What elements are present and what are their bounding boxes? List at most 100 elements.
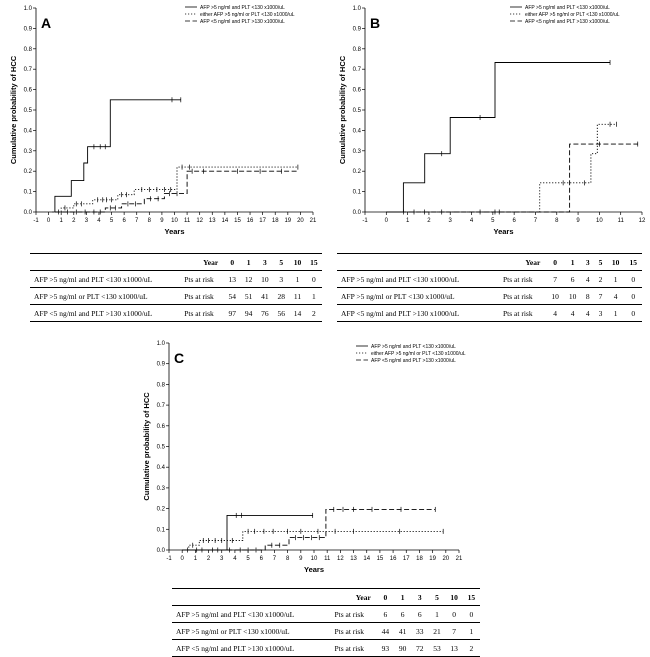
risk-c-cell: 72 bbox=[411, 639, 429, 657]
risk-table-b: Year 0 1 3 5 10 15 AFP >5 ng/ml and PLT … bbox=[337, 253, 642, 322]
risk-b-cell: 4 bbox=[581, 270, 595, 288]
x-tick-label: 20 bbox=[297, 218, 304, 224]
risk-a-year-label: Year bbox=[181, 253, 225, 271]
x-tick-label: 16 bbox=[390, 556, 397, 562]
x-tick-label: 2 bbox=[427, 218, 431, 224]
x-tick-label: 10 bbox=[596, 218, 603, 224]
x-tick-label: 3 bbox=[449, 218, 453, 224]
risk-c-year: 1 bbox=[393, 588, 412, 606]
risk-c-pts-label: Pts at risk bbox=[331, 622, 377, 640]
risk-c-year: 15 bbox=[462, 588, 480, 606]
risk-a-year: 5 bbox=[273, 253, 290, 271]
x-tick-label: 21 bbox=[310, 218, 317, 224]
risk-a-cell: 1 bbox=[305, 287, 322, 305]
x-tick-label: 4 bbox=[233, 556, 237, 562]
km-curve-solid bbox=[386, 62, 610, 213]
risk-a-blank bbox=[30, 253, 182, 271]
x-axis-label: Years bbox=[304, 565, 324, 574]
x-tick-label: 7 bbox=[534, 218, 538, 224]
x-tick-label: 15 bbox=[377, 556, 384, 562]
y-axis-label: Cumulative probability of HCC bbox=[142, 392, 151, 501]
risk-b-cell: 10 bbox=[546, 287, 564, 305]
risk-a-cell: 97 bbox=[224, 304, 241, 322]
risk-a-cell: 51 bbox=[240, 287, 257, 305]
risk-c-cell: 6 bbox=[411, 605, 429, 623]
y-tick-label: 0.8 bbox=[157, 382, 166, 388]
x-tick-label: 9 bbox=[576, 218, 580, 224]
risk-c-row-label: AFP <5 ng/ml and PLT >130 x1000/uL bbox=[172, 639, 332, 657]
y-tick-label: 0.8 bbox=[24, 47, 33, 53]
risk-b-cell: 4 bbox=[563, 304, 582, 322]
risk-c-cell: 0 bbox=[445, 605, 463, 623]
risk-b-row-label: AFP <5 ng/ml and PLT >130 x1000/uL bbox=[337, 304, 500, 322]
risk-a-cell: 1 bbox=[289, 270, 306, 288]
x-tick-label: 6 bbox=[122, 218, 126, 224]
x-tick-label: 8 bbox=[148, 218, 152, 224]
risk-b-pts-label: Pts at risk bbox=[499, 270, 547, 288]
legend-entry: AFP >5 ng/ml and PLT <130 x1000/uL bbox=[200, 5, 285, 11]
risk-b-pts-label: Pts at risk bbox=[499, 287, 547, 305]
x-tick-label: 13 bbox=[209, 218, 216, 224]
x-tick-label: 0 bbox=[181, 556, 185, 562]
risk-c-pts-label: Pts at risk bbox=[331, 605, 377, 623]
legend-entry: AFP <5 ng/ml and PLT >130 x1000/uL bbox=[525, 19, 610, 25]
risk-table-c: Year 0 1 3 5 10 15 AFP >5 ng/ml and PLT … bbox=[172, 588, 480, 657]
y-tick-label: 0.1 bbox=[24, 190, 33, 196]
risk-a-cell: 2 bbox=[305, 304, 322, 322]
x-tick-label: 4 bbox=[470, 218, 474, 224]
y-tick-label: 0.4 bbox=[24, 128, 33, 134]
risk-c-cell: 7 bbox=[445, 622, 463, 640]
risk-c-row-label: AFP >5 ng/ml and PLT <130 x1000/uL bbox=[172, 605, 332, 623]
risk-c-year: 0 bbox=[376, 588, 394, 606]
x-tick-label: 5 bbox=[110, 218, 114, 224]
risk-c-cell: 33 bbox=[411, 622, 429, 640]
risk-c-cell: 53 bbox=[428, 639, 446, 657]
x-tick-label: 6 bbox=[512, 218, 516, 224]
risk-a-cell: 14 bbox=[289, 304, 306, 322]
km-curve-dashed bbox=[54, 170, 298, 213]
x-tick-label: 10 bbox=[171, 218, 178, 224]
x-tick-label: 21 bbox=[456, 556, 463, 562]
y-tick-label: 0.5 bbox=[353, 108, 362, 114]
risk-c-year: 5 bbox=[428, 588, 446, 606]
risk-c-cell: 6 bbox=[393, 605, 412, 623]
risk-c-cell: 41 bbox=[393, 622, 412, 640]
y-tick-label: 0.6 bbox=[157, 424, 166, 430]
risk-b-year: 10 bbox=[606, 253, 625, 271]
risk-b-cell: 1 bbox=[606, 304, 625, 322]
x-tick-label: 12 bbox=[639, 218, 646, 224]
x-tick-label: 0 bbox=[47, 218, 51, 224]
y-tick-label: 0.7 bbox=[157, 403, 166, 409]
risk-a-cell: 54 bbox=[224, 287, 241, 305]
x-tick-label: 1 bbox=[406, 218, 410, 224]
x-tick-label: 1 bbox=[60, 218, 64, 224]
x-tick-label: 18 bbox=[416, 556, 423, 562]
y-tick-label: 0.6 bbox=[353, 88, 362, 94]
risk-b-cell: 0 bbox=[624, 270, 642, 288]
x-tick-label: 11 bbox=[324, 556, 331, 562]
risk-a-row-label: AFP >5 ng/ml or PLT <130 x1000/uL bbox=[30, 287, 182, 305]
y-tick-label: 0.6 bbox=[24, 88, 33, 94]
risk-b-cell: 4 bbox=[581, 304, 595, 322]
x-tick-label: 2 bbox=[72, 218, 76, 224]
x-tick-label: 9 bbox=[160, 218, 164, 224]
y-tick-label: 0.3 bbox=[157, 486, 166, 492]
risk-b-row-label: AFP >5 ng/ml or PLT <130 x1000/uL bbox=[337, 287, 500, 305]
x-tick-label: 16 bbox=[247, 218, 254, 224]
x-tick-label: 8 bbox=[286, 556, 290, 562]
risk-a-year: 15 bbox=[305, 253, 322, 271]
risk-b-cell: 2 bbox=[594, 270, 607, 288]
y-tick-label: 0.2 bbox=[157, 507, 166, 513]
legend-entry: either AFP >5 ng/ml or PLT <130 x1000/uL bbox=[200, 12, 295, 18]
risk-b-cell: 6 bbox=[563, 270, 582, 288]
panel-letter: C bbox=[174, 350, 184, 366]
y-tick-label: 0.4 bbox=[353, 128, 362, 134]
y-tick-label: 0.1 bbox=[157, 527, 166, 533]
x-tick-label: 3 bbox=[220, 556, 224, 562]
x-tick-label: 19 bbox=[284, 218, 291, 224]
km-curve-dashed bbox=[182, 508, 436, 551]
risk-c-cell: 21 bbox=[428, 622, 446, 640]
risk-c-cell: 44 bbox=[376, 622, 394, 640]
risk-a-cell: 76 bbox=[256, 304, 274, 322]
x-tick-label: 20 bbox=[442, 556, 449, 562]
